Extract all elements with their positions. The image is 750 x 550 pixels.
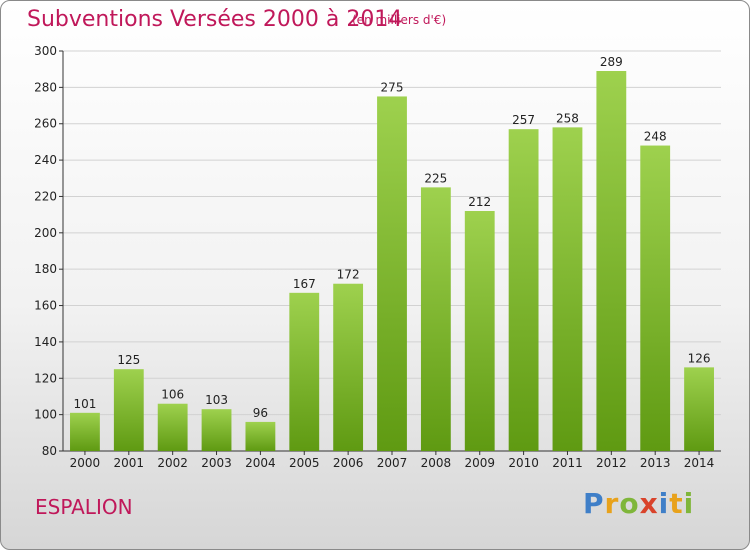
bar-value-label: 289 — [600, 55, 623, 69]
bar-value-label: 167 — [293, 277, 316, 291]
bar-value-label: 101 — [73, 397, 96, 411]
bar — [157, 403, 188, 451]
x-tick-label: 2002 — [157, 456, 188, 470]
y-tick-label: 280 — [34, 80, 57, 94]
y-tick-label: 160 — [34, 299, 57, 313]
bar-value-label: 96 — [253, 406, 268, 420]
bar-value-label: 125 — [117, 353, 140, 367]
bar-value-label: 103 — [205, 393, 228, 407]
x-tick-label: 2009 — [464, 456, 495, 470]
y-tick-label: 240 — [34, 153, 57, 167]
logo-letter: i — [658, 487, 670, 520]
bar-value-label: 248 — [644, 130, 667, 144]
bar — [333, 283, 364, 451]
bar — [420, 187, 451, 451]
bar-value-label: 126 — [688, 351, 711, 365]
y-tick-label: 140 — [34, 335, 57, 349]
bar-value-label: 257 — [512, 113, 535, 127]
x-tick-label: 2013 — [640, 456, 671, 470]
x-tick-label: 2006 — [333, 456, 364, 470]
y-tick-label: 100 — [34, 408, 57, 422]
bar — [289, 292, 320, 451]
y-tick-label: 80 — [42, 444, 57, 458]
y-tick-label: 120 — [34, 371, 57, 385]
logo-letter: t — [669, 487, 684, 520]
x-tick-label: 2007 — [377, 456, 408, 470]
x-tick-label: 2008 — [421, 456, 452, 470]
bar — [508, 129, 539, 451]
proxiti-logo: Proxiti — [583, 487, 694, 520]
y-tick-label: 300 — [34, 44, 57, 58]
logo-letter: i — [683, 487, 695, 520]
logo-letter: P — [583, 487, 605, 520]
chart-title: Subventions Versées 2000 à 2014 — [27, 7, 403, 32]
bar — [552, 127, 583, 451]
x-tick-label: 2012 — [596, 456, 627, 470]
bar — [201, 409, 232, 451]
bar — [640, 145, 671, 451]
chart-subtitle: (en milliers d'€) — [352, 13, 447, 27]
logo-letter: r — [604, 487, 620, 520]
x-tick-label: 2010 — [508, 456, 539, 470]
logo-letter: o — [619, 487, 640, 520]
x-tick-label: 2004 — [245, 456, 276, 470]
bar-value-label: 258 — [556, 111, 579, 125]
x-tick-label: 2000 — [70, 456, 101, 470]
x-tick-label: 2011 — [552, 456, 583, 470]
bar — [596, 71, 627, 451]
y-tick-label: 260 — [34, 117, 57, 131]
x-tick-label: 2014 — [684, 456, 715, 470]
bar — [70, 412, 100, 451]
x-tick-label: 2001 — [114, 456, 145, 470]
y-tick-label: 200 — [34, 226, 57, 240]
bar-value-label: 172 — [337, 268, 360, 282]
y-tick-label: 180 — [34, 262, 57, 276]
logo-letter: x — [639, 487, 659, 520]
x-tick-label: 2005 — [289, 456, 320, 470]
bar-value-label: 275 — [381, 80, 404, 94]
x-tick-label: 2003 — [201, 456, 232, 470]
bar — [113, 369, 144, 451]
bar — [245, 421, 276, 451]
bar — [377, 96, 407, 452]
y-tick-label: 220 — [34, 189, 57, 203]
bar — [464, 211, 495, 451]
bar — [684, 367, 714, 451]
bar-value-label: 225 — [424, 171, 447, 185]
bar-value-label: 106 — [161, 388, 184, 402]
bar-value-label: 212 — [468, 195, 491, 209]
place-name: ESPALION — [35, 495, 133, 519]
